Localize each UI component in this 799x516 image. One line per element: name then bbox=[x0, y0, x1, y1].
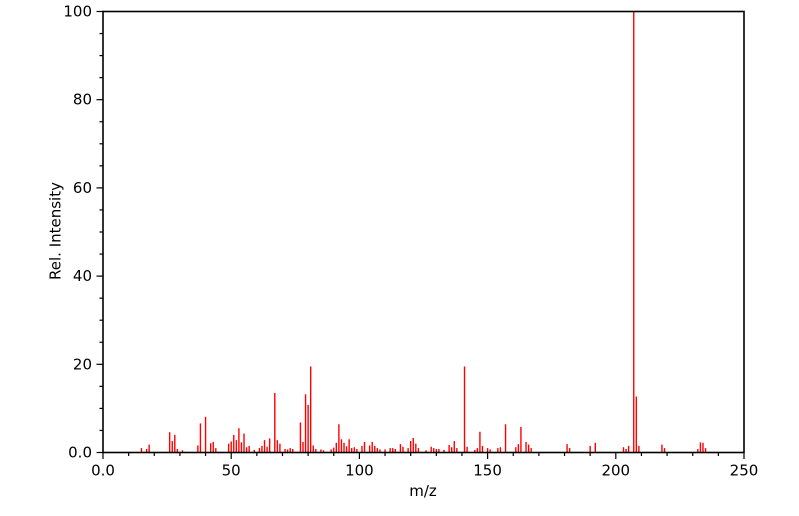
axis-ticks bbox=[96, 10, 745, 459]
y-axis-label: Rel. Intensity bbox=[46, 182, 65, 280]
y-tick-label: 80 bbox=[73, 91, 92, 109]
x-tick-label: 150 bbox=[473, 462, 502, 480]
x-tick-label: 50 bbox=[222, 462, 241, 480]
x-tick-label: 100 bbox=[345, 462, 374, 480]
x-tick-label: 0.0 bbox=[91, 462, 115, 480]
y-tick-label: 100 bbox=[63, 3, 92, 21]
y-tick-label: 60 bbox=[73, 179, 92, 197]
x-axis-label: m/z bbox=[409, 482, 437, 500]
y-tick-label: 40 bbox=[73, 267, 92, 285]
x-tick-label: 250 bbox=[730, 462, 759, 480]
y-tick-label: 20 bbox=[73, 355, 92, 373]
peak-lines bbox=[140, 11, 707, 453]
plot-frame bbox=[102, 10, 745, 454]
y-tick-label: 0.0 bbox=[68, 444, 92, 462]
y-tick-labels: 0.0 20 40 60 80 100 bbox=[63, 3, 92, 462]
x-tick-label: 200 bbox=[601, 462, 630, 480]
x-tick-labels: 0.0 50 100 150 200 250 bbox=[91, 462, 758, 480]
